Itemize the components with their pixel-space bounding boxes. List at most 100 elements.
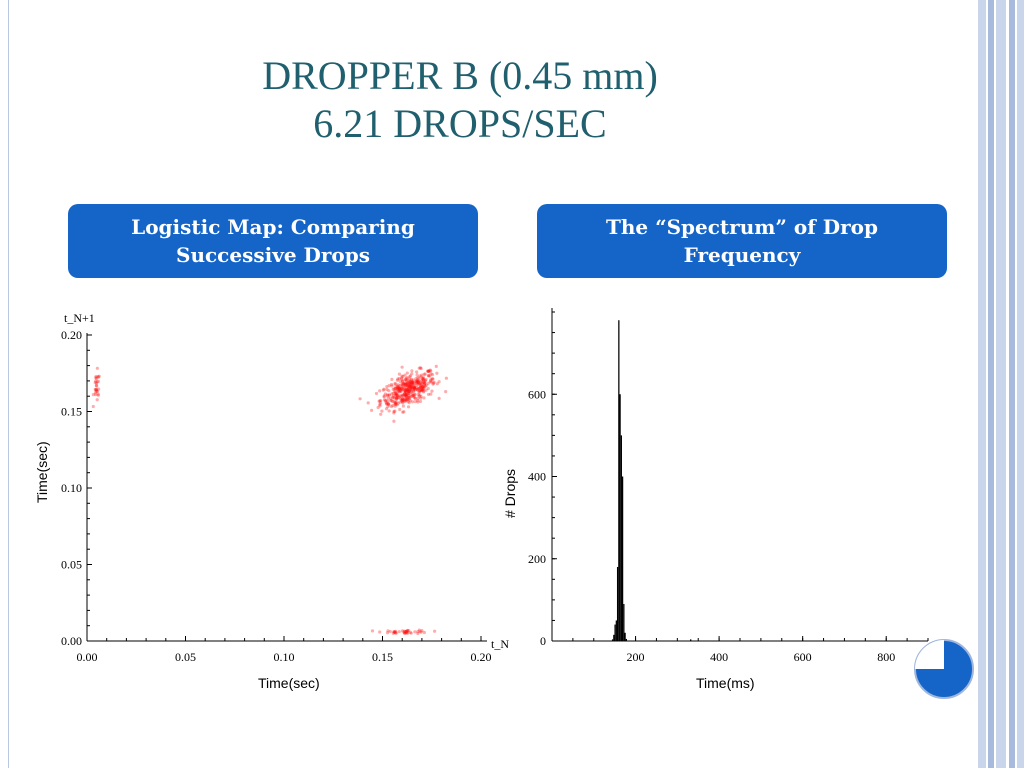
slide-title-line1: DROPPER B (0.45 mm) bbox=[262, 53, 658, 98]
scatter-point bbox=[410, 381, 414, 385]
scatter-point bbox=[387, 393, 391, 397]
scatter-point bbox=[406, 380, 410, 384]
scatter-point bbox=[409, 384, 414, 388]
scatter-point bbox=[94, 388, 99, 392]
scatter-point bbox=[397, 386, 401, 391]
scatter-point bbox=[428, 368, 432, 372]
scatter-point bbox=[388, 629, 392, 634]
histogram-x-tick-label: 200 bbox=[627, 650, 645, 664]
scatter-point bbox=[414, 379, 418, 384]
scatter-x-tick-label: 0.05 bbox=[175, 650, 196, 664]
scatter-point bbox=[400, 374, 404, 378]
scatter-y-tick-label: 0.10 bbox=[61, 481, 82, 495]
scatter-point bbox=[401, 410, 405, 414]
scatter-point bbox=[419, 388, 423, 393]
scatter-point bbox=[431, 377, 435, 381]
scatter-point bbox=[422, 381, 426, 385]
decorative-circle bbox=[914, 639, 974, 699]
scatter-point bbox=[400, 397, 405, 401]
scatter-point bbox=[382, 395, 386, 399]
scatter-point bbox=[419, 366, 423, 371]
scatter-point bbox=[378, 630, 382, 634]
scatter-point bbox=[418, 393, 422, 397]
histogram-bar bbox=[690, 639, 692, 641]
scatter-point bbox=[94, 375, 98, 380]
scatter-point bbox=[403, 393, 408, 397]
scatter-point bbox=[94, 381, 99, 385]
scatter-point bbox=[398, 394, 402, 398]
scatter-point bbox=[432, 381, 436, 385]
scatter-point bbox=[404, 384, 409, 388]
scatter-point bbox=[411, 385, 415, 390]
scatter-point bbox=[387, 403, 391, 407]
scatter-point bbox=[416, 380, 420, 384]
scatter-point bbox=[401, 397, 405, 401]
scatter-point bbox=[387, 393, 391, 397]
scatter-point bbox=[404, 393, 408, 397]
scatter-point bbox=[419, 385, 423, 389]
scatter-point bbox=[91, 404, 95, 409]
scatter-point bbox=[418, 630, 422, 634]
scatter-point bbox=[420, 388, 425, 392]
scatter-point bbox=[403, 389, 407, 393]
scatter-point bbox=[426, 387, 430, 391]
scatter-point bbox=[392, 411, 396, 415]
scatter-point bbox=[399, 394, 403, 398]
scatter-point bbox=[390, 377, 394, 381]
scatter-point bbox=[408, 374, 413, 378]
scatter-point bbox=[405, 393, 409, 397]
scatter-point bbox=[408, 380, 412, 384]
scatter-point bbox=[424, 388, 428, 392]
scatter-point bbox=[420, 389, 424, 393]
scatter-point bbox=[404, 382, 409, 386]
scatter-point bbox=[430, 389, 434, 393]
scatter-point bbox=[395, 387, 399, 391]
scatter-point bbox=[395, 395, 399, 399]
scatter-point bbox=[411, 393, 415, 398]
scatter-point bbox=[399, 387, 404, 391]
scatter-point bbox=[403, 387, 407, 392]
scatter-point bbox=[401, 398, 405, 403]
scatter-point bbox=[422, 389, 426, 393]
scatter-point bbox=[393, 404, 397, 408]
histogram-bar bbox=[623, 603, 625, 641]
scatter-point bbox=[395, 397, 399, 401]
scatter-point bbox=[94, 387, 98, 392]
scatter-point bbox=[396, 390, 400, 394]
scatter-point bbox=[418, 385, 423, 389]
scatter-point bbox=[416, 375, 420, 380]
scatter-point bbox=[417, 394, 421, 398]
scatter-point bbox=[400, 377, 404, 381]
scatter-point bbox=[390, 392, 394, 396]
scatter-point bbox=[413, 396, 417, 400]
scatter-point bbox=[410, 400, 415, 404]
scatter-point bbox=[392, 390, 397, 394]
scatter-point bbox=[423, 385, 427, 389]
scatter-point bbox=[426, 381, 430, 385]
scatter-point bbox=[401, 374, 405, 379]
scatter-point bbox=[418, 386, 422, 390]
scatter-point bbox=[418, 366, 423, 370]
scatter-point bbox=[427, 369, 431, 373]
scatter-point bbox=[402, 631, 407, 635]
scatter-point bbox=[408, 379, 412, 384]
scatter-point bbox=[393, 630, 397, 634]
scatter-point bbox=[404, 389, 408, 393]
scatter-point bbox=[384, 399, 388, 403]
scatter-point bbox=[95, 398, 99, 402]
scatter-point bbox=[396, 394, 400, 398]
scatter-point bbox=[420, 376, 425, 381]
scatter-point bbox=[419, 388, 423, 392]
scatter-point bbox=[407, 395, 411, 399]
scatter-point bbox=[421, 376, 425, 381]
scatter-point bbox=[406, 629, 411, 633]
scatter-point bbox=[425, 383, 429, 387]
scatter-point bbox=[96, 379, 100, 383]
scatter-point bbox=[417, 366, 421, 370]
scatter-point bbox=[390, 395, 395, 399]
scatter-point bbox=[394, 385, 398, 389]
frame-right-bars bbox=[978, 0, 1024, 768]
scatter-point bbox=[405, 387, 409, 391]
scatter-point bbox=[396, 388, 400, 392]
scatter-point bbox=[407, 391, 411, 396]
